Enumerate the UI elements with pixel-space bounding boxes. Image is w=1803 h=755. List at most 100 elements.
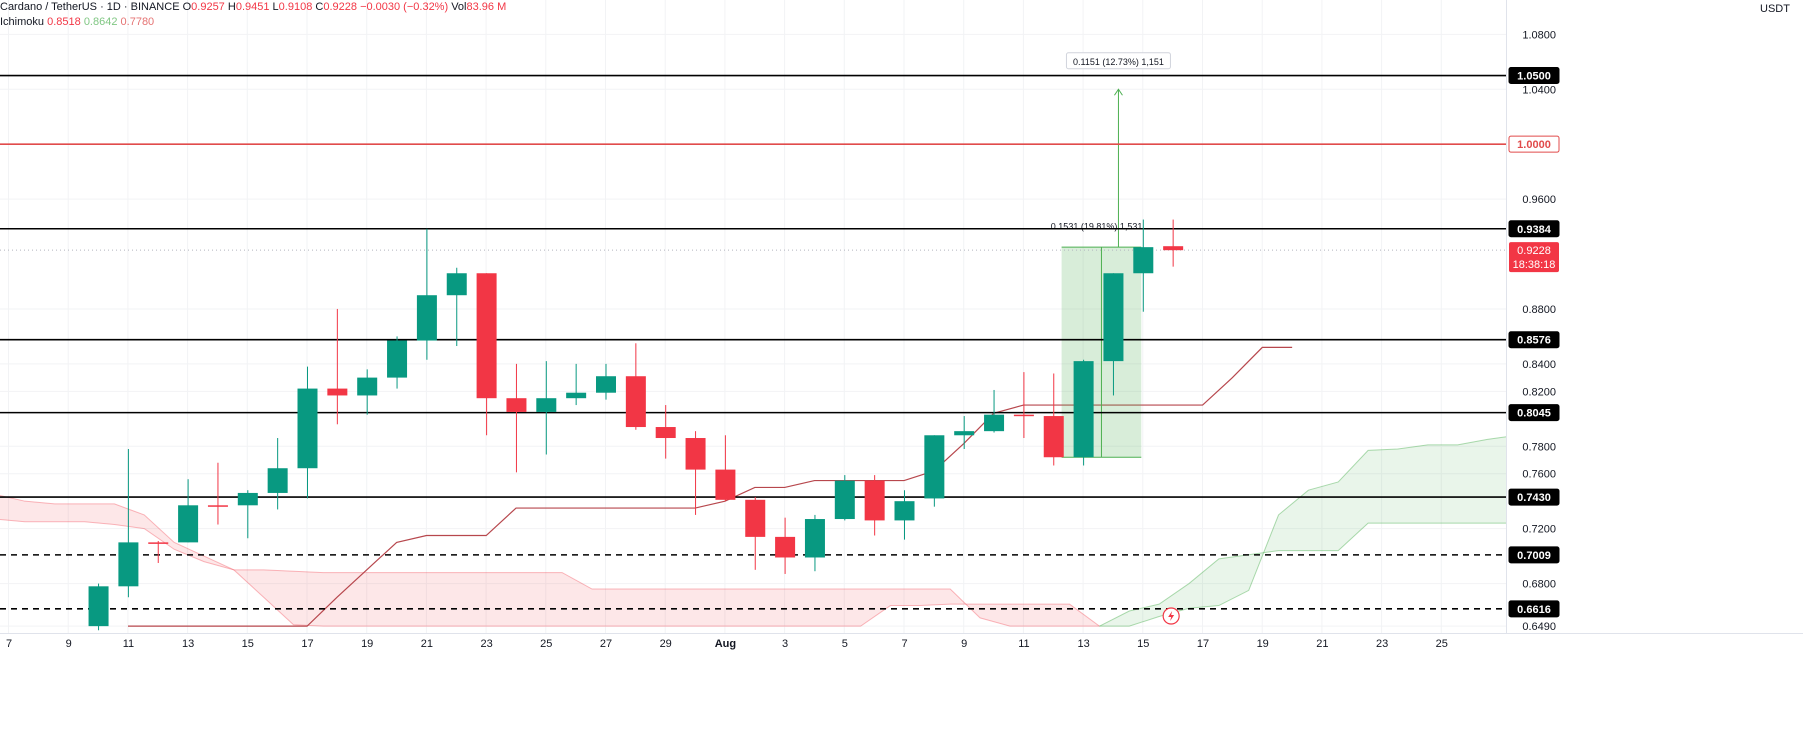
price-axis[interactable]: 1.0800 1.0400 0.9600 0.8800 0.8400 0.8200 0.78… (1506, 0, 1803, 755)
time-tick-label: 5 (842, 638, 848, 650)
level-price-tag[interactable] (1508, 546, 1560, 564)
time-tick-label: 9 (961, 638, 967, 650)
level-price-tag[interactable] (1508, 488, 1560, 506)
level-price-label: 1.0500 (1517, 71, 1551, 83)
candle-up (267, 468, 288, 493)
time-tick-label: 7 (6, 638, 12, 650)
candle-up (566, 392, 587, 399)
candle-down (745, 499, 766, 537)
indicator-name: Ichimoku (0, 16, 45, 28)
candle-up (178, 505, 199, 543)
level-price-label: 0.8045 (1517, 408, 1551, 420)
candle-down (148, 542, 169, 544)
price-tick-label: 0.9600 (1522, 194, 1556, 206)
time-tick-label: 11 (123, 638, 134, 650)
level-price-tag[interactable] (1508, 220, 1560, 238)
time-tick-label: 23 (1376, 638, 1388, 650)
cloud-span-a-red (0, 494, 1100, 627)
indicator-value-2: 0.8642 (83, 16, 118, 28)
time-tick-label: 25 (1436, 638, 1448, 650)
level-price-tag[interactable] (1508, 67, 1560, 85)
level-price-tag[interactable] (1508, 135, 1560, 153)
time-tick-label: 13 (182, 638, 194, 650)
last-price-label: 0.9228 (1517, 245, 1551, 257)
candle-up (804, 519, 825, 558)
candle-down (655, 427, 676, 439)
candle-up (1133, 247, 1154, 274)
currency-label[interactable]: USDT (1760, 3, 1790, 15)
time-tick-label: 19 (1257, 638, 1269, 650)
time-tick-label: 15 (242, 638, 254, 650)
measure-label-1: 0.1531 (19.81%) 1,531 (1051, 221, 1143, 231)
candle-up (118, 542, 139, 587)
price-tick-label: 0.7800 (1522, 441, 1556, 453)
candle-up (834, 480, 855, 520)
level-price-tag[interactable] (1508, 600, 1560, 618)
candle-down (1043, 416, 1064, 458)
price-tick-label: 0.6800 (1522, 579, 1556, 591)
candlesticks (88, 219, 1184, 631)
level-price-tag[interactable] (1508, 404, 1560, 422)
price-tick-label: 1.0400 (1522, 84, 1556, 96)
time-tick-label: 7 (901, 638, 907, 650)
time-tick-label: 3 (782, 638, 788, 650)
last-price-tag[interactable] (1509, 242, 1559, 273)
candle-up (416, 295, 437, 341)
candle-down (506, 398, 527, 412)
candle-down (864, 480, 885, 521)
candle-up (596, 376, 616, 393)
candle-up (446, 273, 467, 296)
candle-down (1013, 414, 1034, 417)
candle-down (775, 536, 796, 558)
price-tick-label: 0.8400 (1522, 359, 1556, 371)
price-tick-label: 0.8200 (1522, 386, 1556, 398)
time-tick-label: 9 (66, 638, 72, 650)
symbol-title[interactable]: Cardano / TetherUS · 1D · BINANCE (0, 1, 180, 13)
level-price-tag[interactable] (1508, 331, 1560, 349)
flash-icon[interactable] (1162, 607, 1180, 625)
time-tick-label: 11 (1018, 638, 1029, 650)
level-price-label: 0.7009 (1517, 550, 1551, 562)
candle-up (1103, 273, 1124, 362)
flash-icon-bolt (1168, 611, 1175, 621)
base-line-path (128, 346, 1293, 627)
candle-up (954, 431, 975, 436)
candle-up (88, 586, 109, 627)
price-tick-label: 0.7200 (1522, 524, 1556, 536)
time-tick-label: 15 (1137, 638, 1149, 650)
candle-up (297, 388, 318, 469)
cloud-bearish (0, 495, 1100, 627)
candle-up (536, 398, 557, 412)
measure-arrowhead-2 (1114, 88, 1123, 96)
candle-up (357, 377, 378, 396)
time-tick-label: 29 (660, 638, 672, 650)
time-axis[interactable]: 7 9 11 13 15 17 19 21 23 25 27 29 Aug 3 5 7 9 11 13 15 17 19 2… (0, 633, 1803, 651)
candle-down (625, 376, 646, 428)
indicator-legend[interactable]: Ichimoku 0.8518 0.8642 0.7780 (0, 16, 154, 28)
indicator-value-1: 0.8518 (47, 16, 81, 28)
time-tick-label: 17 (1197, 638, 1209, 650)
cloud-span-b-red (0, 518, 1100, 627)
horizontal-levels[interactable] (0, 74, 1506, 610)
time-tick-label: 23 (480, 638, 492, 650)
candle-up (984, 414, 1005, 432)
price-change: −0.0030 (−0.32%) (360, 1, 449, 13)
price-tick-label: 0.8800 (1522, 304, 1556, 316)
level-price-label: 0.7430 (1517, 492, 1551, 504)
candle-up (387, 340, 408, 378)
volume-value: 83.96 M (466, 1, 507, 13)
candle-down (476, 273, 497, 399)
price-axis-bg (1506, 0, 1803, 755)
level-price-label: 0.9384 (1517, 224, 1552, 236)
candle-down (715, 469, 736, 500)
chart-legend-header: Cardano / TetherUS · 1D · BINANCE O0.925… (0, 1, 507, 13)
time-tick-label: 27 (600, 638, 612, 650)
candle-down (207, 505, 228, 507)
level-price-label: 1.0000 (1517, 139, 1551, 151)
time-tick-label: 21 (1316, 638, 1328, 650)
candle-up (924, 435, 945, 499)
measure-label-2: 0.1151 (12.73%) 1,151 (1073, 57, 1164, 67)
indicator-value-3: 0.7780 (120, 16, 155, 28)
countdown-label: 18:38:18 (1513, 259, 1556, 271)
